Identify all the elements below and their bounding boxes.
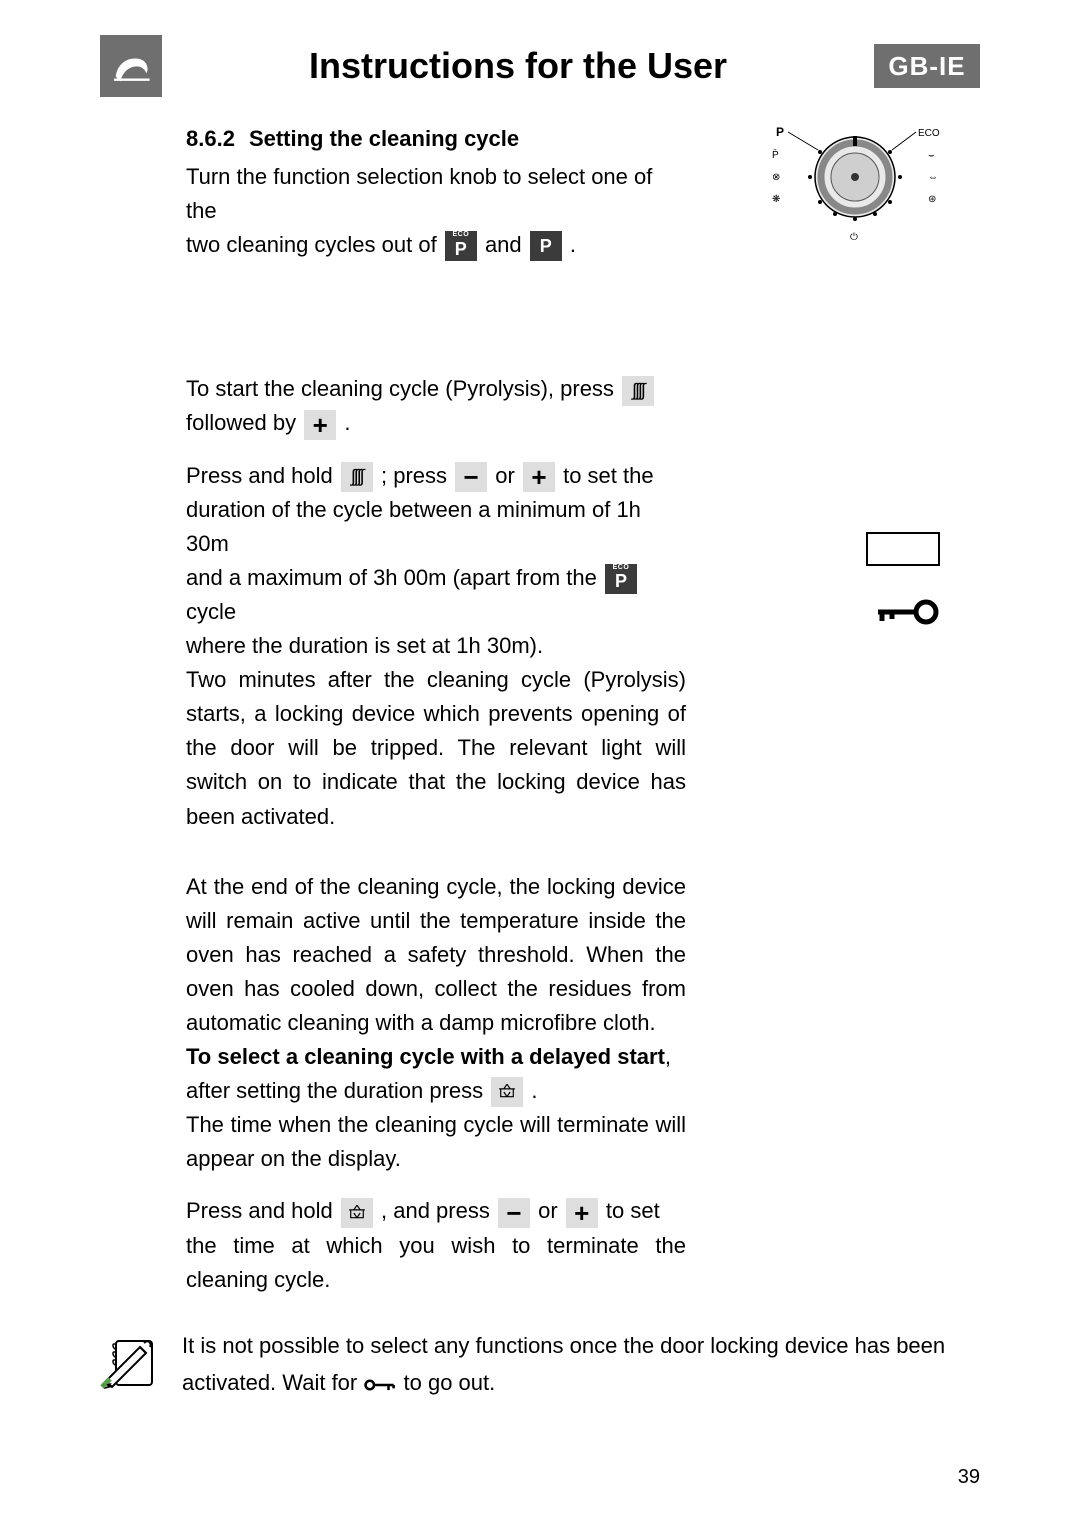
paragraph: To start the cleaning cycle (Pyrolysis),… [186,372,686,406]
minus-icon: − [498,1198,530,1228]
svg-text:⇔: ⇔ [928,172,938,183]
paragraph: Turn the function selection knob to sele… [186,160,686,228]
paragraph: the time at which you wish to terminate … [186,1229,686,1297]
plus-icon: + [566,1198,598,1228]
paragraph: Press and hold , and press − or + to set [186,1194,686,1228]
plus-icon: + [523,462,555,492]
small-key-icon [363,1366,397,1403]
paragraph: two cleaning cycles out of ECOP and P . [186,228,686,262]
heat-icon: ∫∫∫∫ [341,462,373,492]
section-heading: 8.6.2 Setting the cleaning cycle [186,122,686,156]
paragraph: Two minutes after the cleaning cycle (Py… [186,663,686,833]
svg-text:⊗: ⊗ [772,172,780,183]
paragraph: duration of the cycle between a minimum … [186,493,686,561]
note-block: It is not possible to select any functio… [0,1327,1080,1403]
content-area: 8.6.2 Setting the cleaning cycle Turn the… [0,97,1080,1297]
section-number: 8.6.2 [186,122,235,156]
note-line: It is not possible to select any functio… [182,1327,980,1364]
indicator-rect-icon [866,532,940,566]
svg-text:⏻: ⏻ [850,232,858,243]
paragraph: after setting the duration press . [186,1074,686,1108]
svg-text:P̄: P̄ [772,148,779,161]
svg-text:⌣: ⌣ [928,150,935,161]
paragraph: followed by + . [186,406,686,440]
lock-key-icon [870,597,940,627]
pot-arrow-icon [341,1198,373,1228]
page-header: Instructions for the User GB-IE [0,0,1080,97]
side-illustration-column: P ECO [726,122,980,1297]
main-text-column: 8.6.2 Setting the cleaning cycle Turn the… [186,122,686,1297]
page-title: Instructions for the User [162,45,874,87]
eco-p-icon: ECOP [605,564,637,594]
note-line: activated. Wait for to go out. [182,1364,980,1403]
paragraph: The time when the cleaning cycle will te… [186,1108,686,1176]
plus-icon: + [304,410,336,440]
paragraph: where the duration is set at 1h 30m). [186,629,686,663]
minus-icon: − [455,462,487,492]
paragraph: At the end of the cleaning cycle, the lo… [186,870,686,1040]
p-icon: P [530,231,562,261]
paragraph: Press and hold ∫∫∫∫ ; press − or + to se… [186,459,686,493]
section-title-text: Setting the cleaning cycle [249,126,519,151]
svg-text:P: P [776,125,784,139]
svg-text:ECO: ECO [918,128,940,139]
function-dial-icon: P ECO [770,122,940,252]
paragraph: To select a cleaning cycle with a delaye… [186,1040,686,1074]
region-badge: GB-IE [874,44,980,88]
brand-logo-icon [100,35,162,97]
heat-icon: ∫∫∫∫ [622,376,654,406]
svg-text:❋: ❋ [772,194,780,205]
pot-arrow-icon [491,1077,523,1107]
eco-p-icon: ECOP [445,231,477,261]
note-text: It is not possible to select any functio… [182,1327,980,1403]
note-pencil-icon [100,1327,162,1389]
svg-text:⊛: ⊛ [928,194,936,205]
page-number: 39 [958,1466,980,1489]
paragraph: and a maximum of 3h 00m (apart from the … [186,561,686,629]
